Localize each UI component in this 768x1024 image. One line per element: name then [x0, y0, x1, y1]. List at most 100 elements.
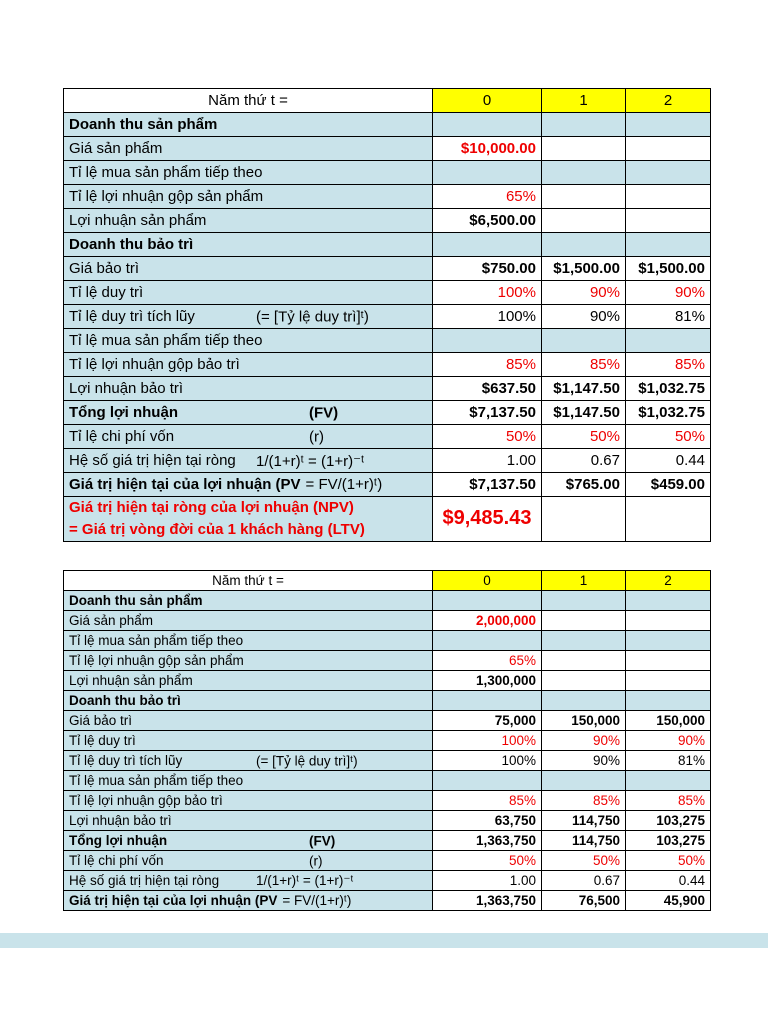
- value-cell: 100%: [432, 730, 542, 751]
- value-cell: [625, 496, 711, 542]
- value-cell: [432, 690, 542, 711]
- row-label-text: Tỉ lệ duy trì: [69, 284, 144, 301]
- value-cell: 90%: [541, 750, 626, 771]
- value-cell: [625, 770, 711, 791]
- section-header-row: Doanh thu bảo trì: [63, 232, 711, 257]
- value-cell: [625, 690, 711, 711]
- value-cell: [625, 160, 711, 185]
- value-cell: $1,147.50: [541, 376, 626, 401]
- row-label-formula: (FV): [309, 833, 336, 848]
- value-cell: 85%: [625, 790, 711, 811]
- row-label-formula: 1/(1+r)ᵗ = (1+r)⁻ᵗ: [256, 872, 354, 888]
- value-cell: [541, 690, 626, 711]
- value-cell: 0.67: [541, 448, 626, 473]
- table-row: Tỉ lệ duy trì tích lũy (= [Tỷ lệ duy trì]…: [63, 750, 711, 771]
- year-column-header: 0: [432, 570, 542, 591]
- row-label: Tỉ lệ duy trì tích lũy (= [Tỷ lệ duy trì]…: [63, 304, 433, 329]
- value-cell: [432, 770, 542, 791]
- row-label-text: Tỉ lệ lợi nhuận gộp bảo trì: [69, 793, 223, 808]
- section-header-row: Doanh thu sản phẩm: [63, 112, 711, 137]
- value-cell: [625, 136, 711, 161]
- value-cell: $1,500.00: [541, 256, 626, 281]
- table-row: Giá bảo trì 75,000 150,000 150,000: [63, 710, 711, 731]
- row-label-text: Giá sản phẩm: [69, 140, 163, 157]
- value-cell: $1,032.75: [625, 400, 711, 425]
- value-cell: $6,500.00: [432, 208, 542, 233]
- year-column-header: 2: [625, 88, 711, 113]
- row-label-text: Hệ số giá trị hiện tại ròng: [69, 873, 220, 888]
- table-row: Tỉ lệ mua sản phẩm tiếp theo: [63, 770, 711, 791]
- value-cell: 1,363,750: [432, 830, 542, 851]
- year-column-header: 1: [541, 88, 626, 113]
- row-label-text: Tỉ lệ lợi nhuận gộp sản phẩm: [69, 653, 244, 668]
- year-header-row: Năm thứ t = 0 1 2: [63, 88, 711, 113]
- value-cell: 0.44: [625, 870, 711, 891]
- value-cell: 100%: [432, 304, 542, 329]
- row-label: Lợi nhuận bảo trì: [63, 376, 433, 401]
- value-cell: [541, 112, 626, 137]
- row-label: Tỉ lệ lợi nhuận gộp sản phẩm: [63, 650, 433, 671]
- value-cell: [625, 328, 711, 353]
- row-label-text: Doanh thu bảo trì: [69, 236, 194, 253]
- year-column-header: 0: [432, 88, 542, 113]
- row-label-formula: (= [Tỷ lệ duy trì]ᵗ): [256, 753, 358, 768]
- table-row: Tỉ lệ duy trì tích lũy (= [Tỷ lệ duy trì]…: [63, 304, 711, 329]
- row-label: Giá sản phẩm: [63, 610, 433, 631]
- ltv-table-vnd: Năm thứ t = 0 1 2 Doanh thu sản phẩm Giá sản …: [63, 570, 711, 911]
- value-cell: [432, 160, 542, 185]
- value-cell: 150,000: [625, 710, 711, 731]
- row-label-text: Hệ số giá trị hiện tại ròng: [69, 452, 236, 469]
- row-label: Giá bảo trì: [63, 256, 433, 281]
- table-row: Hệ số giá trị hiện tại ròng 1/(1+r)ᵗ = (1…: [63, 870, 711, 891]
- table-row: Lợi nhuận sản phẩm $6,500.00: [63, 208, 711, 233]
- table-row: Tỉ lệ lợi nhuận gộp sản phẩm 65%: [63, 650, 711, 671]
- value-cell: 90%: [541, 730, 626, 751]
- value-cell: [541, 670, 626, 691]
- row-label: Tỉ lệ chi phí vốn (r): [63, 424, 433, 449]
- value-cell: 75,000: [432, 710, 542, 731]
- row-label: Tỉ lệ duy trì: [63, 730, 433, 751]
- value-cell: $7,137.50: [432, 472, 542, 497]
- table-row: Lợi nhuận bảo trì $637.50 $1,147.50 $1,032.…: [63, 376, 711, 401]
- value-cell: 76,500: [541, 890, 626, 911]
- table-row: Tổng lợi nhuận (FV) $7,137.50 $1,147.50 $1,0…: [63, 400, 711, 425]
- table-row: Giá sản phẩm 2,000,000: [63, 610, 711, 631]
- year-column-header: 1: [541, 570, 626, 591]
- value-cell: 85%: [541, 352, 626, 377]
- row-label: Tỉ lệ mua sản phẩm tiếp theo: [63, 630, 433, 651]
- value-cell: 100%: [432, 750, 542, 771]
- value-cell: 63,750: [432, 810, 542, 831]
- value-cell: [625, 610, 711, 631]
- value-cell: [541, 590, 626, 611]
- row-label: Tỉ lệ lợi nhuận gộp sản phẩm: [63, 184, 433, 209]
- value-cell: 50%: [432, 424, 542, 449]
- row-label-text: Doanh thu bảo trì: [69, 693, 181, 708]
- value-cell: [541, 208, 626, 233]
- row-label-formula: = FV/(1+r)ᵗ): [305, 476, 383, 493]
- value-cell: 81%: [625, 750, 711, 771]
- value-cell: 50%: [432, 850, 542, 871]
- bottom-strip: [0, 933, 768, 948]
- table-row: Tỉ lệ mua sản phẩm tiếp theo: [63, 160, 711, 185]
- year-header-label: Năm thứ t =: [63, 570, 433, 591]
- value-cell: 90%: [625, 730, 711, 751]
- row-label: Tỉ lệ chi phí vốn (r): [63, 850, 433, 871]
- value-cell: 85%: [432, 790, 542, 811]
- year-column-header: 2: [625, 570, 711, 591]
- row-label-text: Giá bảo trì: [69, 713, 133, 728]
- row-label-text: Tỉ lệ duy trì: [69, 733, 136, 748]
- row-label-text: Tổng lợi nhuận: [69, 404, 178, 421]
- row-label-text: Tỉ lệ mua sản phẩm tiếp theo: [69, 773, 244, 788]
- row-label: Tỉ lệ duy trì tích lũy (= [Tỷ lệ duy trì]…: [63, 750, 433, 771]
- value-cell: $10,000.00: [432, 136, 542, 161]
- value-cell: [432, 630, 542, 651]
- value-cell: 103,275: [625, 830, 711, 851]
- table-row: Tổng lợi nhuận (FV) 1,363,750 114,750 103,27…: [63, 830, 711, 851]
- value-cell: [541, 770, 626, 791]
- row-label-formula: (= [Tỷ lệ duy trì]ᵗ): [256, 308, 369, 325]
- value-cell: $459.00: [625, 472, 711, 497]
- row-label-text: Tỉ lệ chi phí vốn: [69, 853, 164, 868]
- ltv-table-usd: Năm thứ t = 0 1 2 Doanh thu sản phẩm Giá sản …: [63, 88, 711, 542]
- value-cell: 50%: [541, 850, 626, 871]
- value-cell: [625, 208, 711, 233]
